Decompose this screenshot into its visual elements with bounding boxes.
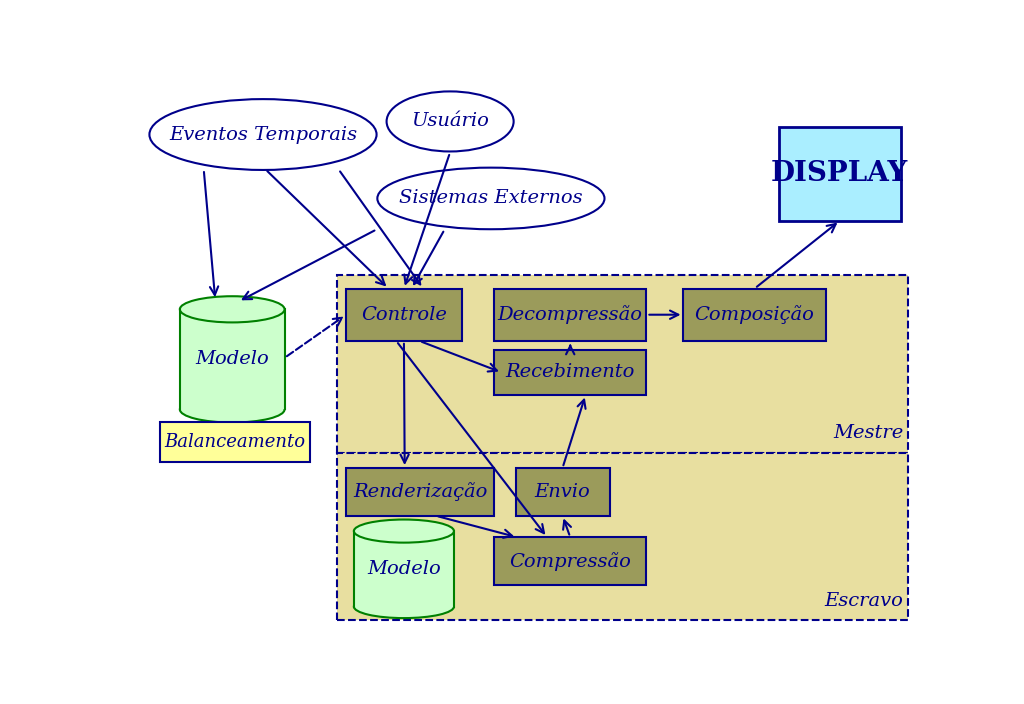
Text: Mestre: Mestre (834, 424, 903, 442)
FancyBboxPatch shape (346, 289, 462, 341)
Text: Modelo: Modelo (196, 351, 269, 368)
Text: Eventos Temporais: Eventos Temporais (169, 125, 357, 144)
FancyBboxPatch shape (683, 289, 826, 341)
FancyBboxPatch shape (346, 468, 494, 515)
Text: Compressão: Compressão (509, 552, 631, 570)
FancyBboxPatch shape (494, 289, 646, 341)
FancyBboxPatch shape (494, 537, 646, 585)
Polygon shape (180, 309, 285, 410)
Text: Composição: Composição (694, 306, 814, 324)
Text: Sistemas Externos: Sistemas Externos (399, 189, 583, 208)
FancyBboxPatch shape (494, 350, 646, 395)
Text: Recebimento: Recebimento (506, 363, 635, 382)
Ellipse shape (180, 296, 285, 322)
Text: Controle: Controle (361, 306, 446, 324)
Ellipse shape (354, 595, 454, 618)
FancyBboxPatch shape (337, 453, 908, 620)
FancyBboxPatch shape (337, 275, 908, 453)
Text: Renderização: Renderização (353, 482, 487, 501)
FancyBboxPatch shape (515, 468, 609, 515)
FancyBboxPatch shape (779, 127, 900, 221)
Text: Escravo: Escravo (824, 591, 903, 610)
Text: Decompressão: Decompressão (498, 306, 643, 324)
Text: Usuário: Usuário (412, 113, 489, 130)
Ellipse shape (354, 520, 454, 543)
Ellipse shape (180, 396, 285, 422)
Polygon shape (354, 531, 454, 607)
Text: DISPLAY: DISPLAY (771, 161, 908, 187)
Text: Envio: Envio (535, 483, 591, 501)
Polygon shape (354, 531, 454, 607)
Ellipse shape (387, 92, 514, 151)
Ellipse shape (378, 168, 604, 230)
Ellipse shape (150, 99, 377, 170)
Text: Modelo: Modelo (367, 560, 440, 578)
FancyBboxPatch shape (160, 422, 310, 462)
Polygon shape (180, 309, 285, 410)
Text: Balanceamento: Balanceamento (164, 433, 305, 451)
